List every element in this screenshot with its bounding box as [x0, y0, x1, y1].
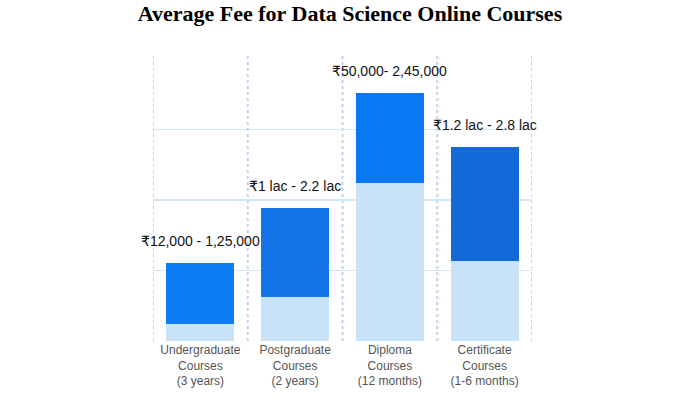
- svg-text:CertificateCourses(1-6 months): CertificateCourses(1-6 months): [451, 343, 519, 388]
- svg-text:₹1 lac - 2.2 lac: ₹1 lac - 2.2 lac: [249, 178, 341, 194]
- svg-text:Average Fee for Data Science O: Average Fee for Data Science Online Cour…: [138, 1, 563, 26]
- svg-text:₹1.2 lac - 2.8 lac: ₹1.2 lac - 2.8 lac: [433, 117, 537, 133]
- svg-text:₹50,000- 2,45,000: ₹50,000- 2,45,000: [332, 63, 447, 79]
- svg-text:DiplomaCourses(12 months): DiplomaCourses(12 months): [358, 343, 422, 388]
- svg-text:UndergraduateCourses(3 years): UndergraduateCourses(3 years): [160, 343, 240, 388]
- svg-text:₹12,000 - 1,25,000: ₹12,000 - 1,25,000: [141, 233, 260, 249]
- svg-text:PostgraduateCourses(2 years): PostgraduateCourses(2 years): [259, 343, 331, 388]
